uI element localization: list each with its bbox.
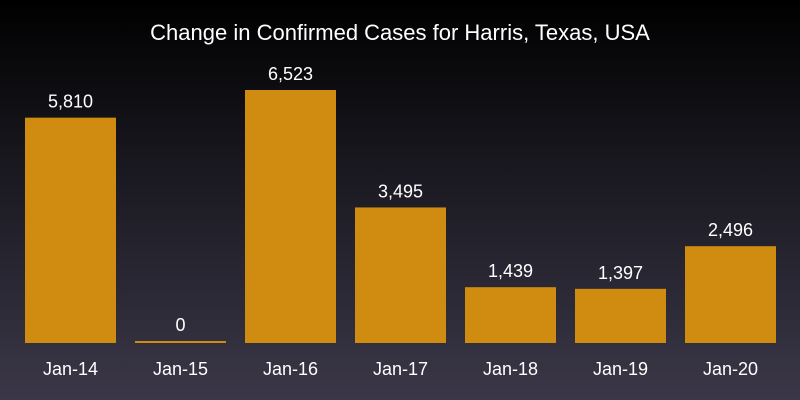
x-tick-label-jan-15: Jan-15 [153, 359, 208, 379]
x-tick-label-jan-18: Jan-18 [483, 359, 538, 379]
x-tick-label-jan-17: Jan-17 [373, 359, 428, 379]
x-tick-label-jan-14: Jan-14 [43, 359, 98, 379]
value-label-jan-14: 5,810 [48, 92, 93, 112]
bar-jan-16 [245, 90, 336, 343]
x-tick-label-jan-20: Jan-20 [703, 359, 758, 379]
value-label-jan-17: 3,495 [378, 181, 423, 201]
x-tick-label-jan-19: Jan-19 [593, 359, 648, 379]
bar-jan-18 [465, 287, 556, 343]
bar-jan-15 [135, 341, 226, 343]
bar-jan-17 [355, 207, 446, 343]
value-label-jan-18: 1,439 [488, 261, 533, 281]
chart-title: Change in Confirmed Cases for Harris, Te… [150, 20, 650, 45]
x-tick-label-jan-16: Jan-16 [263, 359, 318, 379]
bar-jan-14 [25, 117, 116, 343]
value-label-jan-19: 1,397 [598, 263, 643, 283]
value-label-jan-20: 2,496 [708, 220, 753, 240]
value-label-jan-16: 6,523 [268, 64, 313, 84]
bar-jan-19 [575, 288, 666, 343]
value-label-jan-15: 0 [175, 315, 185, 335]
bar-jan-20 [685, 246, 776, 343]
